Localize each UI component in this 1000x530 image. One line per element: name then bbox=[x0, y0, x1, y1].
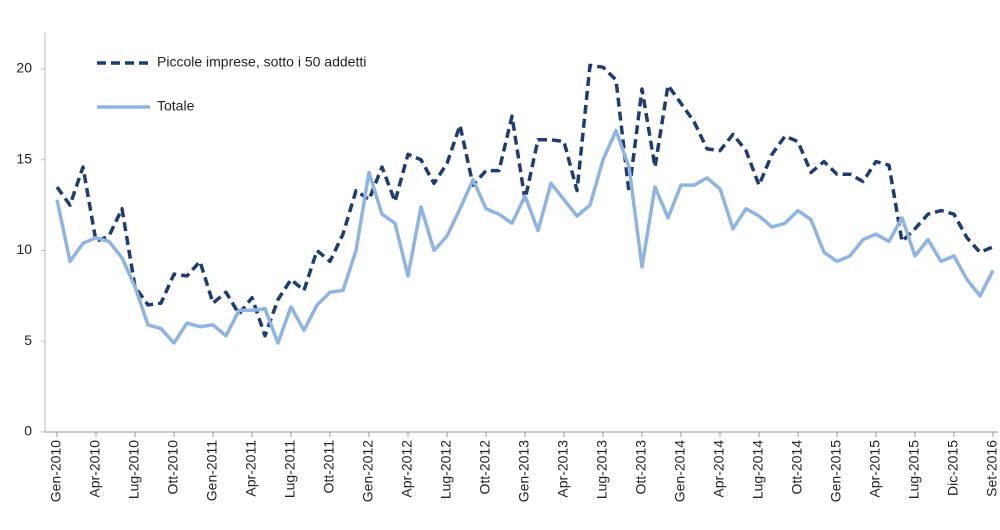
x-tick-label: Lug-2015 bbox=[906, 440, 922, 499]
x-tick-label: Apr-2013 bbox=[555, 440, 571, 498]
x-tick-label: Lug-2010 bbox=[126, 440, 142, 499]
x-tick-label: Gen-2014 bbox=[672, 440, 688, 502]
x-tick-label: Dic-2015 bbox=[945, 440, 961, 496]
x-tick-label: Ott-2014 bbox=[789, 440, 805, 495]
y-tick-label: 10 bbox=[16, 241, 32, 257]
x-tick-label: Lug-2012 bbox=[438, 440, 454, 499]
x-tick-label: Apr-2012 bbox=[399, 440, 415, 498]
x-tick-label: Gen-2010 bbox=[48, 440, 64, 502]
legend-label: Totale bbox=[157, 98, 195, 114]
x-tick-label: Apr-2015 bbox=[867, 440, 883, 498]
x-tick-label: Gen-2013 bbox=[516, 440, 532, 502]
y-tick-label: 0 bbox=[24, 423, 32, 439]
y-tick-label: 5 bbox=[24, 332, 32, 348]
x-tick-label: Apr-2011 bbox=[243, 440, 259, 497]
x-tick-label: Gen-2015 bbox=[828, 440, 844, 502]
legend-label: Piccole imprese, sotto i 50 addetti bbox=[157, 54, 366, 70]
x-tick-label: Apr-2014 bbox=[711, 440, 727, 498]
x-tick-label: Gen-2011 bbox=[204, 440, 220, 501]
x-tick-label: Lug-2013 bbox=[594, 440, 610, 499]
x-tick-label: Lug-2014 bbox=[750, 440, 766, 499]
x-tick-label: Ott-2012 bbox=[477, 440, 493, 495]
x-tick-label: Ott-2010 bbox=[165, 440, 181, 495]
x-tick-label: Apr-2010 bbox=[87, 440, 103, 498]
x-tick-label: Ott-2013 bbox=[633, 440, 649, 495]
x-tick-label: Lug-2011 bbox=[282, 440, 298, 498]
y-tick-label: 20 bbox=[16, 60, 32, 76]
x-tick-label: Gen-2012 bbox=[360, 440, 376, 502]
x-tick-label: Ott-2011 bbox=[321, 440, 337, 494]
x-tick-label: Set-2016 bbox=[984, 440, 1000, 497]
series-line bbox=[55, 128, 995, 345]
y-tick-label: 15 bbox=[16, 150, 32, 166]
